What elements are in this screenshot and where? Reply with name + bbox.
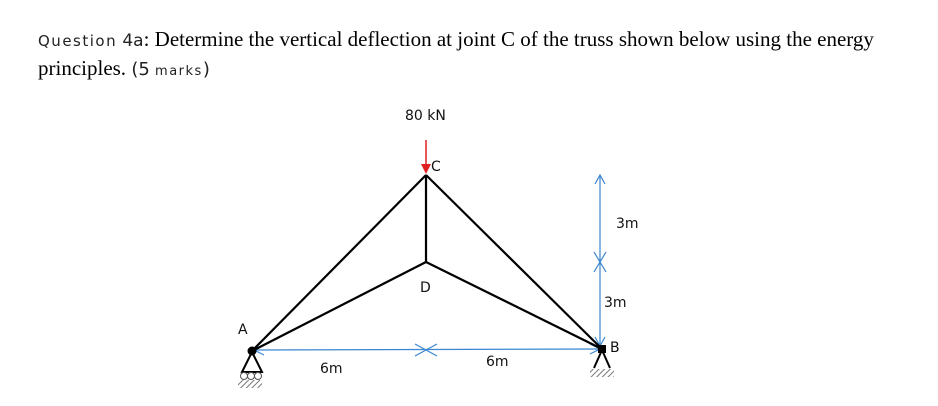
- marks-word: marks: [155, 64, 203, 79]
- joint-label-A: A: [238, 322, 248, 338]
- member-AD: [251, 261, 427, 352]
- question-number: 4a: [122, 31, 144, 51]
- question-body: : Determine the vertical deflection at j…: [38, 27, 874, 80]
- joint-label-D: D: [420, 280, 431, 296]
- member-AC: [251, 174, 427, 352]
- joint-label-C: C: [431, 159, 441, 175]
- joint-label-B: B: [610, 340, 620, 356]
- load-label: 80 kN: [405, 108, 446, 124]
- marks-open: (5: [131, 59, 150, 80]
- dim-span-left: 6m: [320, 361, 343, 377]
- question-prefix: Question: [38, 32, 118, 50]
- dim-height-upper: 3m: [616, 216, 639, 232]
- roller-support-A: [238, 346, 264, 388]
- question-text: Question 4a: Determine the vertical defl…: [38, 26, 918, 85]
- dim-span-right: 6m: [486, 354, 509, 370]
- marks-close: ): [202, 59, 210, 80]
- member-CB: [425, 174, 603, 350]
- dim-height-lower: 3m: [604, 295, 627, 311]
- load-arrow: [421, 140, 431, 174]
- truss-members: [251, 174, 603, 352]
- pin-support-B: [590, 345, 614, 377]
- member-DB: [425, 261, 603, 350]
- dimension-lines: [252, 173, 607, 357]
